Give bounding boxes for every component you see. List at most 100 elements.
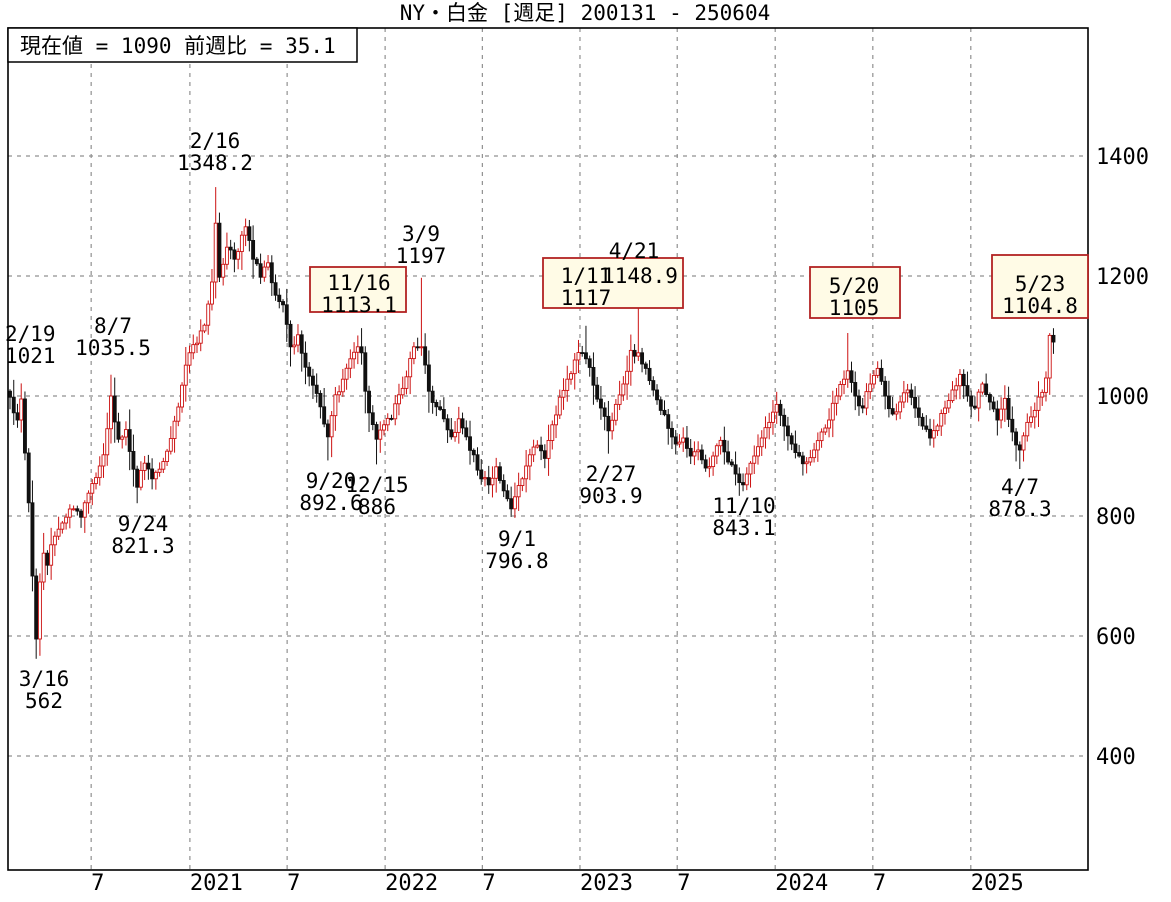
candle — [198, 319, 203, 352]
candle-body — [901, 392, 906, 403]
candle — [946, 393, 951, 413]
x-tick-label: 2024 — [775, 871, 828, 896]
candle — [355, 335, 360, 365]
candle-body — [348, 358, 353, 369]
candle — [1010, 406, 1015, 442]
candle — [438, 400, 443, 412]
candle-body — [239, 234, 244, 253]
candle-body — [352, 351, 357, 360]
candle — [202, 323, 207, 334]
candle — [86, 490, 91, 514]
candle — [999, 397, 1004, 429]
candle-body — [146, 462, 151, 470]
x-tick-label: 2025 — [971, 871, 1024, 896]
candle — [883, 376, 888, 410]
candle-body — [580, 352, 585, 355]
candle — [310, 368, 315, 399]
candle — [868, 373, 873, 400]
candle-body — [1002, 397, 1007, 410]
candle-body — [797, 452, 802, 457]
candle — [404, 370, 409, 395]
candle — [75, 505, 80, 516]
candle-body — [138, 469, 143, 488]
candle — [535, 440, 540, 449]
candle — [714, 443, 719, 465]
highlight-box — [542, 257, 684, 309]
candle-body — [1029, 416, 1033, 423]
candle-body — [475, 454, 480, 471]
candle — [924, 415, 929, 433]
swing-date-label: 2/16 — [190, 129, 241, 153]
current-value-panel: 現在値 = 1090 前週比 = 35.1 — [7, 27, 358, 63]
candle-body — [812, 449, 817, 459]
candle-body — [150, 468, 155, 480]
candle-body — [415, 346, 420, 349]
candle — [991, 396, 996, 413]
candle — [176, 402, 181, 427]
candle — [370, 405, 375, 431]
candle-body — [849, 370, 854, 383]
candle-body — [501, 480, 506, 492]
candle-body — [729, 461, 734, 466]
y-tick-label: 1200 — [1096, 265, 1149, 290]
candle — [228, 239, 233, 260]
candle-body — [531, 446, 536, 456]
candle — [969, 390, 974, 418]
candle — [995, 400, 1000, 436]
candle-body — [785, 425, 790, 437]
candle — [471, 448, 476, 463]
candle-body — [958, 373, 962, 387]
candle — [161, 457, 166, 473]
candle — [419, 277, 424, 356]
candle — [367, 385, 371, 433]
candle — [34, 568, 39, 659]
candle — [322, 388, 327, 428]
candle-body — [127, 429, 132, 452]
candle-body — [830, 402, 835, 421]
current-value-panel-border — [7, 27, 358, 63]
candle — [505, 484, 510, 502]
candle-body — [625, 370, 630, 385]
candle-body — [808, 457, 813, 463]
candle — [105, 412, 110, 466]
candle — [19, 383, 24, 433]
candle-body — [456, 418, 461, 433]
candle-body — [935, 425, 940, 432]
candle-body — [838, 384, 843, 397]
candle-body — [1036, 396, 1041, 411]
swing-value-label: 1348.2 — [177, 151, 253, 175]
candle-body — [168, 438, 173, 452]
candle — [845, 333, 850, 388]
candle-body — [434, 402, 439, 408]
candle — [804, 457, 809, 474]
candle-body — [105, 428, 110, 456]
candle — [778, 399, 783, 427]
candle — [67, 504, 72, 529]
candle — [468, 420, 472, 465]
candle — [785, 416, 790, 451]
candle-body — [984, 383, 989, 395]
x-tick-label: 7 — [677, 871, 690, 896]
candle — [520, 476, 525, 492]
candle — [913, 386, 918, 418]
candle-body — [658, 399, 663, 411]
candle-body — [823, 427, 828, 433]
candle — [71, 505, 76, 511]
candle-body — [763, 427, 768, 439]
candle — [707, 457, 712, 478]
candle — [79, 508, 84, 528]
candle-body — [60, 522, 65, 530]
candle — [90, 479, 95, 506]
candle — [565, 365, 570, 402]
candle — [834, 387, 839, 416]
candle-body — [307, 366, 312, 377]
candle — [610, 412, 615, 440]
swing-value-label: 878.3 — [988, 497, 1051, 521]
candle-body — [886, 395, 891, 410]
candle-body — [640, 352, 645, 365]
candle — [722, 426, 727, 465]
candle — [771, 399, 775, 435]
